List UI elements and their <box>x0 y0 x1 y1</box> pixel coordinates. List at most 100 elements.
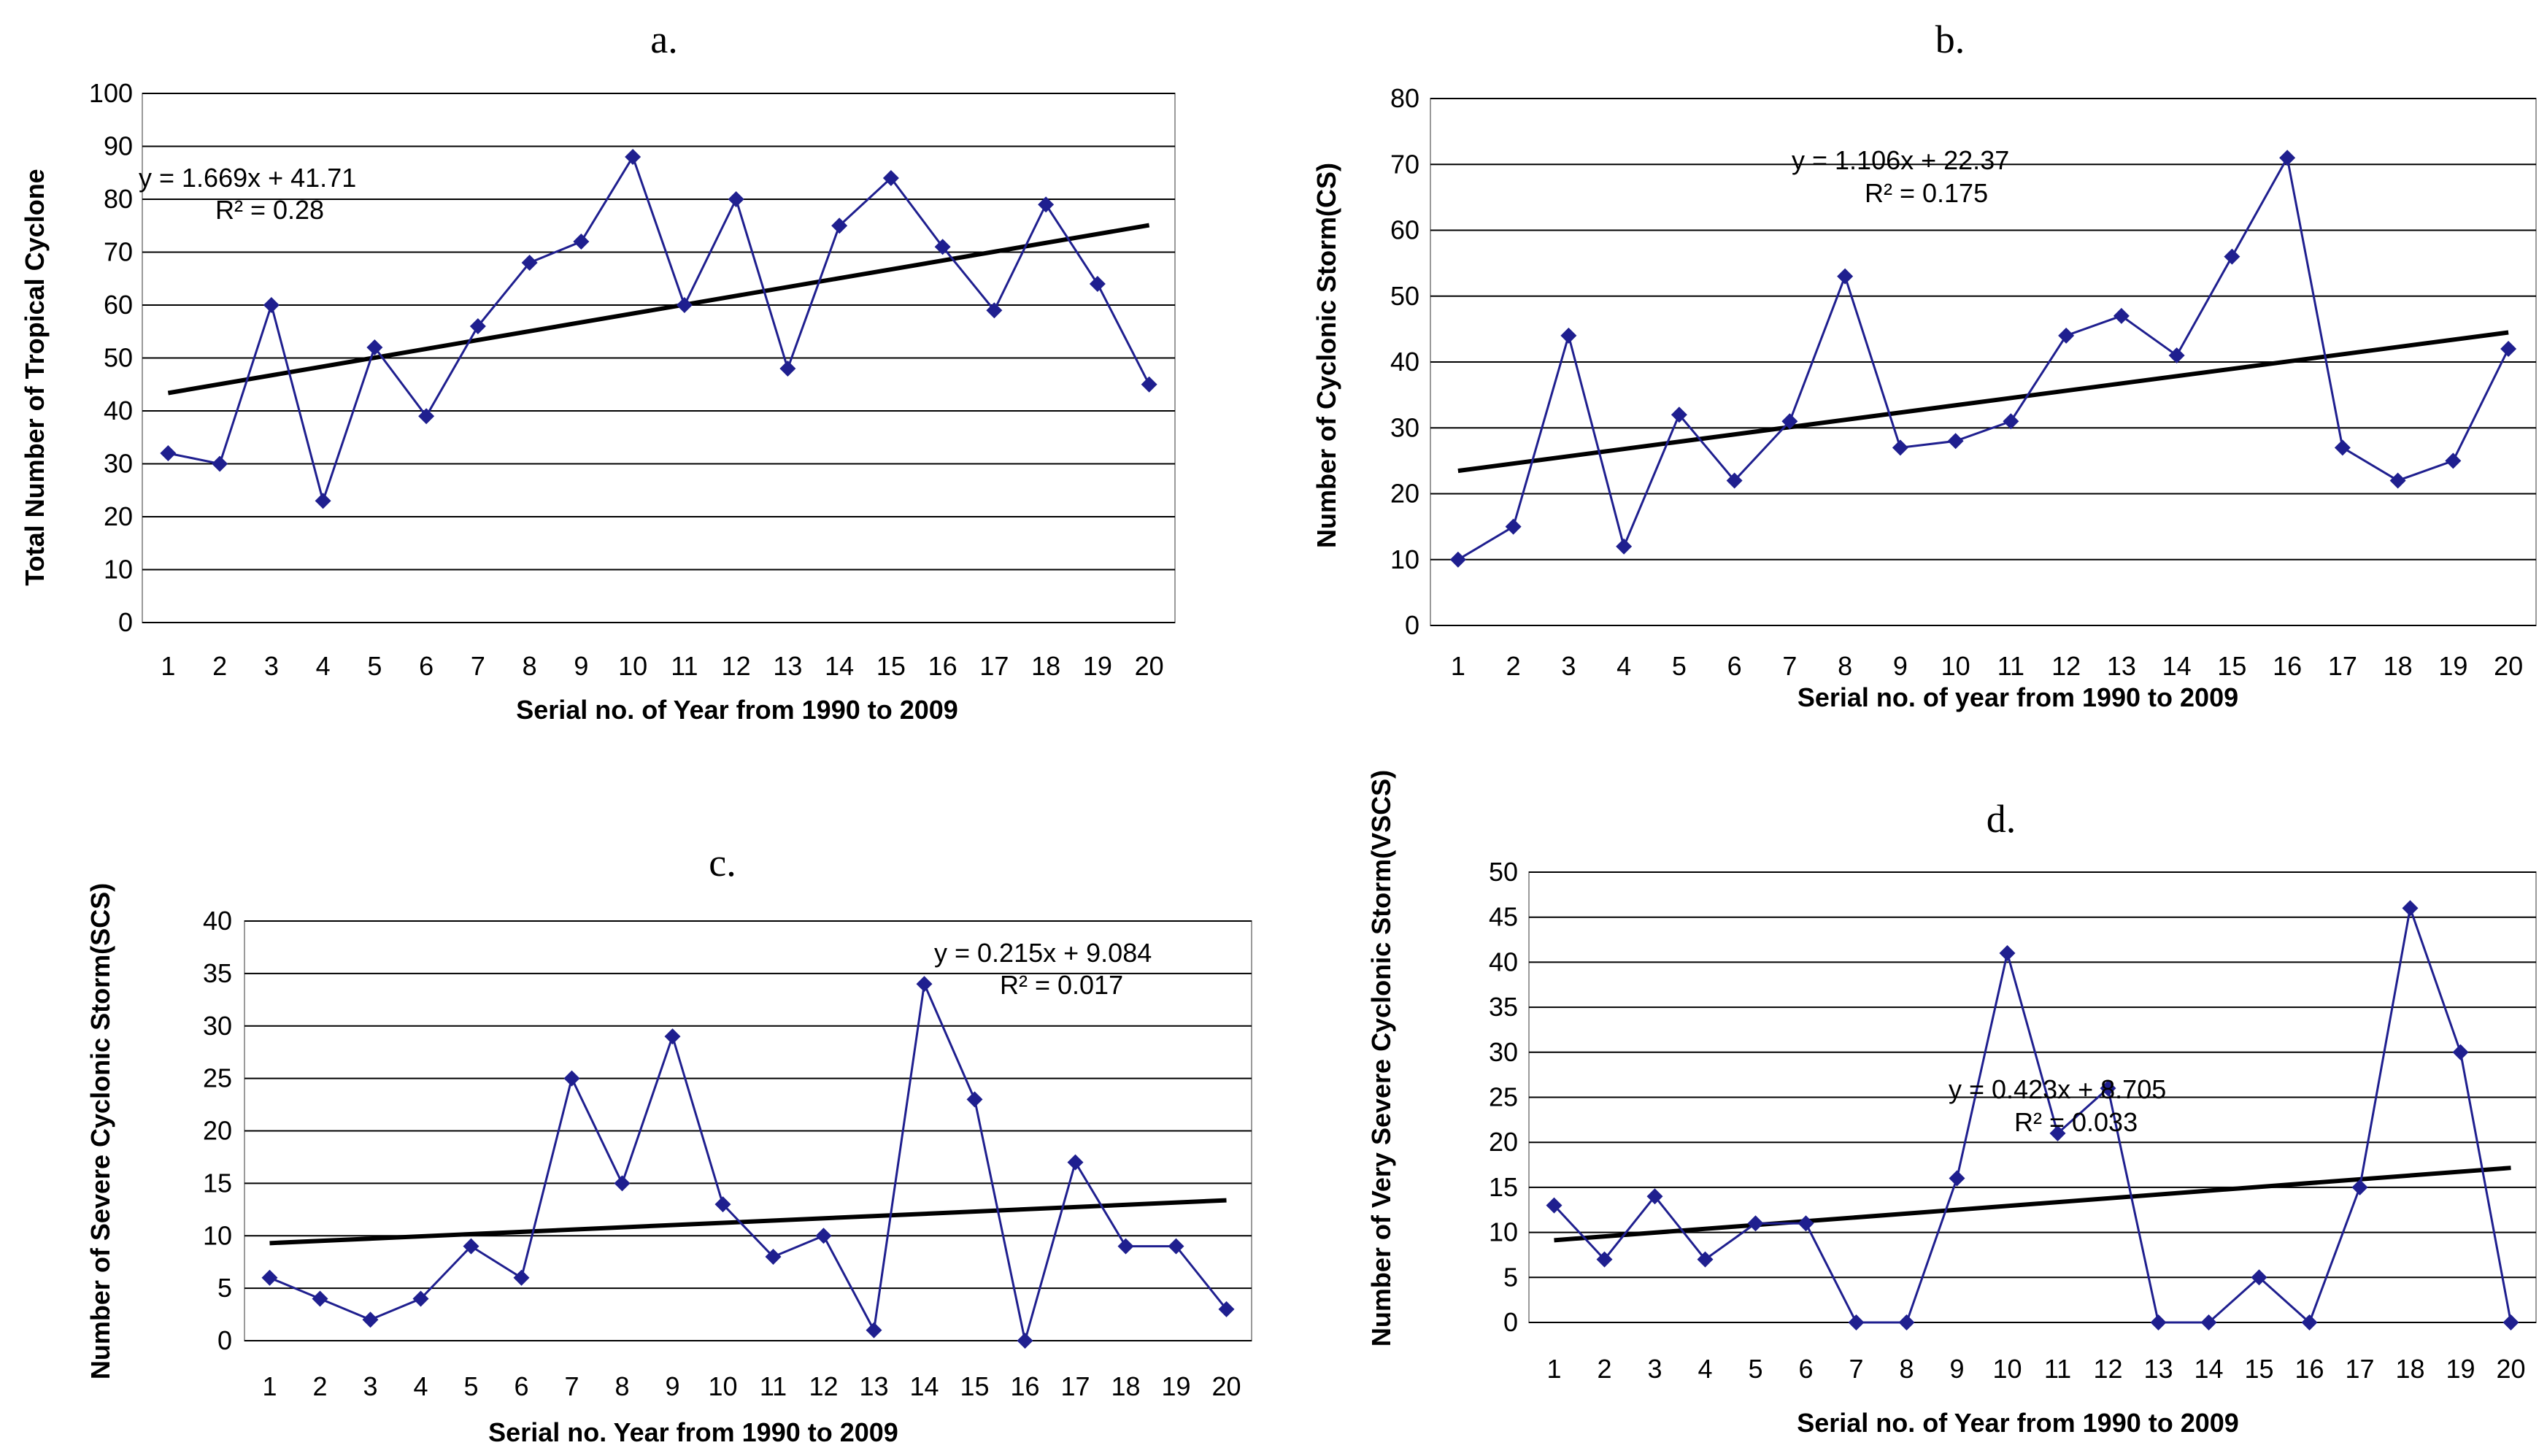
panel-b-x-tick-label: 20 <box>2494 651 2523 681</box>
panel-b-data-point <box>1449 551 1466 568</box>
panel-b-y-tick-label: 10 <box>1390 544 1419 574</box>
panel-d-x-tick-label: 14 <box>2194 1354 2223 1384</box>
panel-a-x-tick-label: 6 <box>419 651 434 681</box>
panel-d-data-point <box>1747 1215 1764 1232</box>
panel-d-x-tick-label: 4 <box>1698 1354 1712 1384</box>
panel-d-data-point <box>2150 1314 2167 1330</box>
panel-d-x-tick-label: 11 <box>2044 1354 2071 1384</box>
panel-a-data-point <box>934 239 951 255</box>
panel-d-data-point <box>2049 1125 2066 1141</box>
panel-b-data-point <box>1837 268 1854 285</box>
panel-d-y-tick-label: 50 <box>1489 857 1518 887</box>
panel-c-series-line <box>269 979 1228 1341</box>
panel-a-x-tick-label: 20 <box>1135 651 1164 681</box>
panel-a-data-point <box>1141 376 1157 393</box>
panel-a-label: a. <box>650 18 677 61</box>
panel-d-y-tick-label: 35 <box>1489 992 1518 1022</box>
panel-b-data-point <box>2334 439 2351 456</box>
panel-c-y-tick-label: 5 <box>217 1273 232 1303</box>
panel-c-label: c. <box>709 841 736 885</box>
panel-d-label: d. <box>1987 797 2016 841</box>
panel-a-x-tick-label: 1 <box>161 651 175 681</box>
panel-b-data-point <box>1726 472 1743 489</box>
panel-b-data-point <box>2168 347 2185 363</box>
panel-a-trend-equation: y = 1.669x + 41.71 <box>139 163 356 193</box>
panel-a-data-point <box>779 361 796 377</box>
panel-a-y-tick-label: 50 <box>104 343 133 373</box>
panel-d-x-tick-label: 19 <box>2446 1354 2475 1384</box>
panel-b-x-tick-label: 12 <box>2051 651 2081 681</box>
panel-a-x-tick-label: 8 <box>523 651 537 681</box>
panel-b-trend-line <box>1457 330 2509 474</box>
panel-d-data-point <box>2100 1080 2116 1097</box>
panel-b-x-tick-label: 5 <box>1672 651 1687 681</box>
panel-b-data-point <box>2279 150 2296 166</box>
panel-b-y-tick-label: 70 <box>1390 149 1419 179</box>
panel-a-x-tick-label: 17 <box>979 651 1009 681</box>
panel-d-data-point <box>1898 1314 1915 1330</box>
panel-a-x-tick-label: 14 <box>825 651 854 681</box>
panel-b-x-tick-label: 9 <box>1893 651 1908 681</box>
panel-a-x-tick-label: 5 <box>367 651 382 681</box>
panel-c-x-tick-label: 10 <box>708 1371 737 1401</box>
panel-d-y-tick-label: 40 <box>1489 947 1518 977</box>
panel-c-data-point <box>563 1070 580 1087</box>
panel-b-x-tick-label: 17 <box>2328 651 2357 681</box>
panel-b-x-axis-title: Serial no. of year from 1990 to 2009 <box>1797 682 2238 712</box>
panel-b-data-point <box>2003 413 2019 430</box>
panel-a-data-point <box>469 318 486 334</box>
panel-b-trend-r2: R² = 0.175 <box>1865 178 1988 208</box>
panel-c-x-tick-label: 20 <box>1211 1371 1241 1401</box>
panel-d-y-tick-label: 10 <box>1489 1217 1518 1247</box>
panel-c-x-tick-label: 6 <box>514 1371 528 1401</box>
panel-a-trend-r2: R² = 0.28 <box>215 195 324 225</box>
panel-d-x-tick-label: 16 <box>2294 1354 2324 1384</box>
panel-a-data-point <box>160 445 177 461</box>
panel-a-x-tick-label: 15 <box>876 651 906 681</box>
panel-c-x-tick-label: 3 <box>363 1371 377 1401</box>
panel-d-data-point <box>2200 1314 2217 1330</box>
panel-a-y-tick-label: 40 <box>104 396 133 425</box>
panel-c-data-point <box>261 1269 278 1286</box>
panel-d-y-tick-label: 20 <box>1489 1127 1518 1157</box>
panel-b-x-tick-label: 3 <box>1561 651 1576 681</box>
panel-c-x-tick-label: 15 <box>960 1371 989 1401</box>
panel-b-data-point <box>1505 518 1522 535</box>
panel-a-data-point <box>366 339 383 355</box>
panel-c-y-tick-label: 10 <box>203 1220 232 1250</box>
panel-a-y-tick-label: 30 <box>104 449 133 479</box>
panel-b-data-point <box>2224 248 2240 265</box>
panel-a-data-point <box>263 297 280 313</box>
panel-a-y-tick-label: 90 <box>104 131 133 161</box>
panel-c-x-tick-label: 9 <box>665 1371 679 1401</box>
panel-a-x-tick-label: 7 <box>471 651 485 681</box>
panel-d-x-axis-title: Serial no. of Year from 1990 to 2009 <box>1797 1408 2239 1438</box>
panel-b-data-point <box>2445 452 2462 469</box>
panel-a-y-tick-label: 80 <box>104 184 133 214</box>
panel-c-x-tick-label: 5 <box>463 1371 478 1401</box>
panel-b-x-tick-label: 8 <box>1838 651 1852 681</box>
panel-d-x-tick-label: 10 <box>1992 1354 2022 1384</box>
panel-d-data-point <box>2502 1314 2519 1330</box>
panel-d-data-point <box>1949 1170 1965 1187</box>
panel-a-data-point <box>315 493 331 509</box>
panel-a-data-point <box>418 408 435 425</box>
panel-d-x-tick-label: 2 <box>1597 1354 1611 1384</box>
panel-d-x-tick-label: 7 <box>1849 1354 1863 1384</box>
panel-c-data-point <box>312 1290 328 1307</box>
panel-d-data-point <box>2402 900 2419 917</box>
panel-d-x-tick-label: 15 <box>2244 1354 2273 1384</box>
panel-c-x-tick-label: 19 <box>1161 1371 1190 1401</box>
panel-b-y-tick-label: 0 <box>1405 610 1419 640</box>
panel-d-y-tick-label: 30 <box>1489 1037 1518 1067</box>
panel-b-y-tick-label: 30 <box>1390 412 1419 442</box>
panel-d-trend-r2: R² = 0.033 <box>2014 1107 2138 1137</box>
panel-d-series-line <box>1553 904 2512 1325</box>
panel-b-label: b. <box>1935 18 1965 61</box>
panel-c-data-point <box>714 1196 731 1213</box>
panel-d-x-tick-label: 13 <box>2143 1354 2173 1384</box>
panel-a-x-tick-label: 4 <box>316 651 331 681</box>
panel-c-data-point <box>463 1238 479 1255</box>
panel-a-x-tick-label: 3 <box>264 651 279 681</box>
panel-a-x-tick-label: 19 <box>1083 651 1112 681</box>
